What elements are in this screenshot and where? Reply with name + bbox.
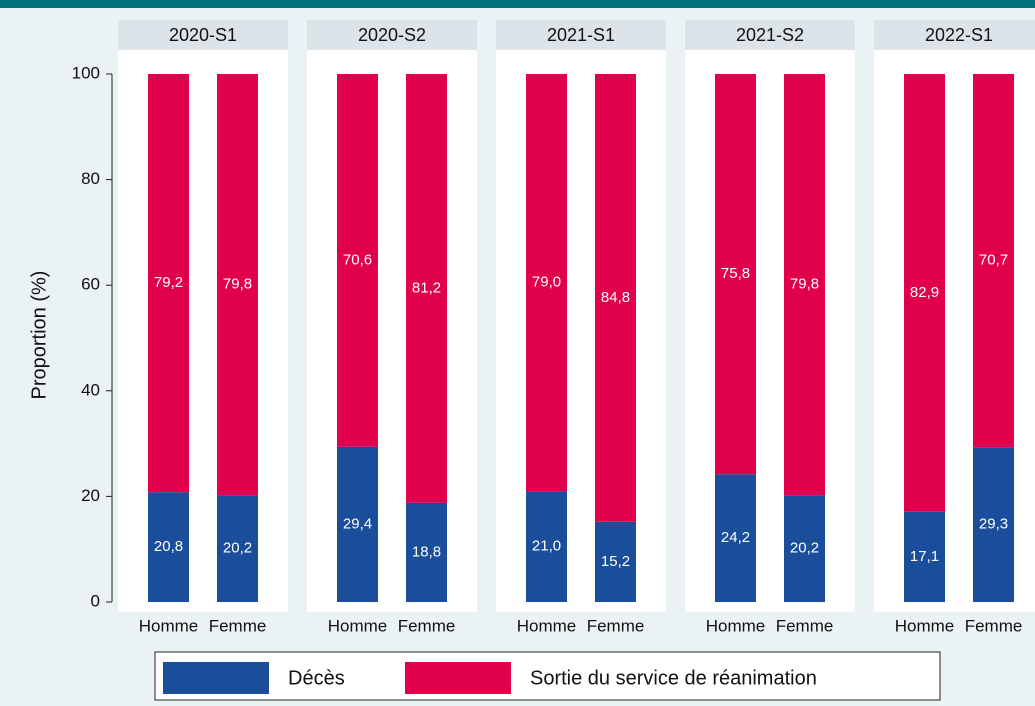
- facet-title: 2020-S1: [169, 25, 237, 45]
- value-label: 20,2: [223, 540, 252, 557]
- y-tick-label: 20: [81, 486, 100, 505]
- y-tick-label: 0: [91, 591, 100, 610]
- top-bar: [0, 0, 1035, 8]
- facet-panel: [496, 50, 666, 612]
- y-tick-label: 40: [81, 380, 100, 399]
- value-label: 17,1: [910, 548, 939, 565]
- bar-segment: [715, 474, 756, 602]
- facet-header: [496, 20, 666, 50]
- bar-segment: [148, 492, 189, 602]
- value-label: 75,8: [721, 265, 750, 282]
- value-label: 79,0: [532, 274, 561, 291]
- x-tick-label: Homme: [139, 616, 199, 635]
- facet-panel: [118, 50, 288, 612]
- facet-header: [307, 20, 477, 50]
- x-tick-label: Homme: [517, 616, 577, 635]
- bar-segment: [148, 74, 189, 493]
- value-label: 84,8: [601, 289, 630, 306]
- value-label: 15,2: [601, 553, 630, 570]
- y-tick-label: 80: [81, 169, 100, 188]
- legend-label: Décès: [288, 667, 345, 689]
- bar-segment: [595, 521, 636, 602]
- bar-segment: [595, 74, 636, 522]
- value-label: 29,3: [979, 516, 1008, 533]
- value-label: 79,8: [223, 276, 252, 293]
- facet-panel: [685, 50, 855, 612]
- y-tick-label: 100: [72, 63, 100, 82]
- facet-header: [874, 20, 1035, 50]
- bar-segment: [973, 74, 1014, 448]
- legend: [154, 651, 941, 701]
- value-label: 70,7: [979, 252, 1008, 269]
- value-label: 79,8: [790, 276, 819, 293]
- x-tick-label: Femme: [398, 616, 456, 635]
- bar-segment: [904, 511, 945, 602]
- facet-title: 2022-S1: [925, 25, 993, 45]
- x-tick-label: Homme: [328, 616, 388, 635]
- x-tick-label: Femme: [965, 616, 1023, 635]
- facet-header: [118, 20, 288, 50]
- x-tick-label: Homme: [706, 616, 766, 635]
- value-label: 81,2: [412, 279, 441, 296]
- bar-segment: [784, 495, 825, 602]
- facet-title: 2021-S1: [547, 25, 615, 45]
- value-label: 24,2: [721, 529, 750, 546]
- x-tick-label: Femme: [209, 616, 267, 635]
- bar-segment: [406, 502, 447, 602]
- bar-segment: [973, 447, 1014, 602]
- bar-segment: [217, 495, 258, 602]
- x-tick-label: Femme: [587, 616, 645, 635]
- legend-swatch: [163, 662, 269, 694]
- bar-segment: [526, 74, 567, 492]
- value-label: 29,4: [343, 515, 372, 532]
- bar-segment: [217, 74, 258, 496]
- bar-segment: [904, 74, 945, 512]
- x-tick-label: Homme: [895, 616, 955, 635]
- y-axis-label: Proportion (%): [28, 271, 50, 400]
- facet-panel: [307, 50, 477, 612]
- bar-segment: [337, 74, 378, 447]
- legend-swatch: [405, 662, 511, 694]
- bar-segment: [337, 446, 378, 602]
- value-label: 18,8: [412, 543, 441, 560]
- value-label: 20,2: [790, 540, 819, 557]
- facet-header: [685, 20, 855, 50]
- legend-label: Sortie du service de réanimation: [530, 667, 817, 689]
- value-label: 20,8: [154, 538, 183, 555]
- value-label: 70,6: [343, 251, 372, 268]
- y-tick-label: 60: [81, 275, 100, 294]
- value-label: 21,0: [532, 538, 561, 555]
- facet-title: 2020-S2: [358, 25, 426, 45]
- facet-title: 2021-S2: [736, 25, 804, 45]
- bar-segment: [784, 74, 825, 496]
- bar-segment: [406, 74, 447, 503]
- value-label: 79,2: [154, 274, 183, 291]
- value-label: 82,9: [910, 284, 939, 301]
- bar-segment: [526, 491, 567, 602]
- x-tick-label: Femme: [776, 616, 834, 635]
- bar-segment: [715, 74, 756, 475]
